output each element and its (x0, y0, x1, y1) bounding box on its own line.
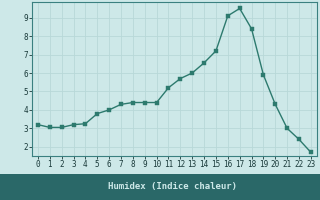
Text: Humidex (Indice chaleur): Humidex (Indice chaleur) (108, 182, 237, 192)
